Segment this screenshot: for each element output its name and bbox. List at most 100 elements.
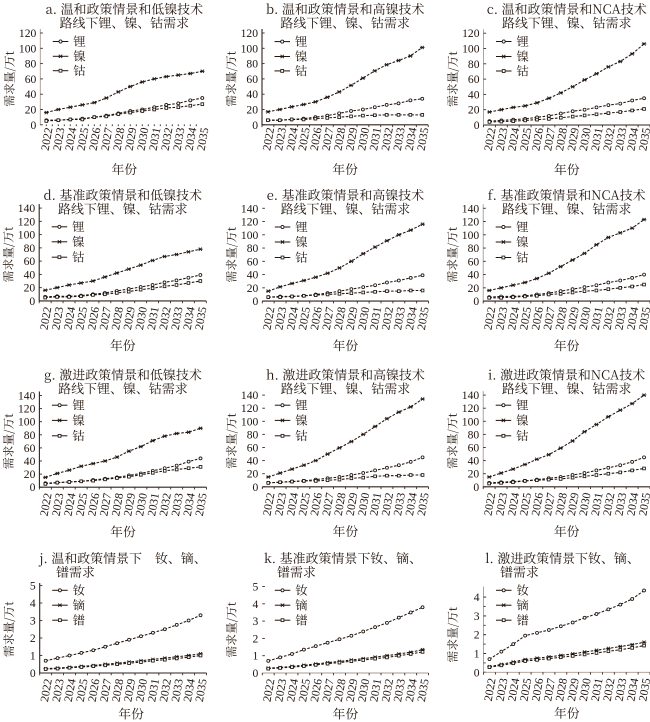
svg-text:2033: 2033 xyxy=(613,127,630,152)
svg-text:2023: 2023 xyxy=(272,306,289,331)
svg-text:2022: 2022 xyxy=(482,677,499,702)
svg-text:2032: 2032 xyxy=(157,678,174,703)
svg-text:2035: 2035 xyxy=(193,306,210,331)
svg-text:2025: 2025 xyxy=(74,492,91,517)
svg-text:2024: 2024 xyxy=(284,126,301,151)
svg-text:2034: 2034 xyxy=(181,492,198,517)
svg-text:2027: 2027 xyxy=(320,126,337,151)
svg-text:80: 80 xyxy=(247,242,259,255)
svg-text:2030: 2030 xyxy=(135,126,152,151)
svg-text:2023: 2023 xyxy=(494,677,511,702)
svg-text:60: 60 xyxy=(468,255,480,268)
svg-text:120: 120 xyxy=(18,403,36,416)
svg-text:2028: 2028 xyxy=(109,678,126,703)
svg-text:2029: 2029 xyxy=(565,306,582,331)
svg-text:2022: 2022 xyxy=(261,491,278,516)
svg-text:2030: 2030 xyxy=(577,306,594,331)
svg-text:2026: 2026 xyxy=(85,306,102,331)
svg-text:40: 40 xyxy=(24,268,36,281)
svg-text:20: 20 xyxy=(468,104,480,117)
svg-text:2026: 2026 xyxy=(529,491,546,516)
svg-text:2034: 2034 xyxy=(181,678,198,703)
svg-text:0: 0 xyxy=(253,295,259,308)
svg-text:2028: 2028 xyxy=(332,306,349,331)
svg-text:100: 100 xyxy=(18,416,36,429)
svg-text:40: 40 xyxy=(247,455,259,468)
svg-text:2022: 2022 xyxy=(38,492,55,517)
svg-text:2033: 2033 xyxy=(613,491,630,516)
svg-text:2035: 2035 xyxy=(415,126,432,151)
svg-text:2034: 2034 xyxy=(181,306,198,331)
svg-text:60: 60 xyxy=(468,73,480,86)
svg-text:100: 100 xyxy=(241,42,259,55)
svg-text:2030: 2030 xyxy=(577,677,594,702)
svg-text:140: 140 xyxy=(241,389,259,402)
svg-text:2: 2 xyxy=(474,629,480,642)
svg-text:2026: 2026 xyxy=(86,678,103,703)
svg-text:2024: 2024 xyxy=(63,126,80,151)
svg-text:2028: 2028 xyxy=(332,491,349,516)
svg-text:2022: 2022 xyxy=(481,491,498,516)
svg-text:2028: 2028 xyxy=(109,492,126,517)
svg-text:2035: 2035 xyxy=(636,306,650,331)
svg-text:100: 100 xyxy=(19,42,37,55)
svg-text:2025: 2025 xyxy=(75,126,92,151)
svg-text:1: 1 xyxy=(253,650,259,663)
svg-text:100: 100 xyxy=(462,229,480,242)
svg-text:2034: 2034 xyxy=(403,491,420,516)
svg-text:2024: 2024 xyxy=(62,678,79,703)
svg-text:140: 140 xyxy=(241,202,259,215)
svg-text:2023: 2023 xyxy=(272,678,289,703)
svg-text:2035: 2035 xyxy=(636,491,650,516)
svg-text:2027: 2027 xyxy=(97,306,114,331)
svg-text:2027: 2027 xyxy=(320,491,337,516)
svg-text:2027: 2027 xyxy=(320,306,337,331)
svg-text:2030: 2030 xyxy=(133,678,150,703)
svg-text:0: 0 xyxy=(252,119,258,132)
svg-text:4: 4 xyxy=(474,591,480,604)
svg-text:140: 140 xyxy=(462,389,480,402)
svg-text:3: 3 xyxy=(30,615,36,628)
svg-text:2034: 2034 xyxy=(624,127,641,152)
svg-text:2026: 2026 xyxy=(529,677,546,702)
svg-text:140: 140 xyxy=(18,202,36,215)
svg-text:2025: 2025 xyxy=(517,677,534,702)
svg-text:2031: 2031 xyxy=(589,677,606,702)
svg-text:0: 0 xyxy=(473,295,479,308)
svg-text:2025: 2025 xyxy=(517,491,534,516)
svg-text:2024: 2024 xyxy=(61,306,78,331)
svg-text:2035: 2035 xyxy=(193,678,210,703)
svg-text:100: 100 xyxy=(462,43,480,56)
svg-text:2028: 2028 xyxy=(109,306,126,331)
svg-text:2031: 2031 xyxy=(145,306,162,331)
svg-text:20: 20 xyxy=(24,468,36,481)
svg-text:2022: 2022 xyxy=(260,126,277,151)
svg-text:2025: 2025 xyxy=(73,306,90,331)
svg-text:40: 40 xyxy=(468,88,480,101)
svg-text:5: 5 xyxy=(30,580,36,593)
svg-text:20: 20 xyxy=(246,104,258,117)
svg-text:2033: 2033 xyxy=(169,492,186,517)
svg-text:2031: 2031 xyxy=(589,127,606,152)
svg-text:120: 120 xyxy=(241,27,259,40)
svg-text:2030: 2030 xyxy=(133,492,150,517)
svg-text:0: 0 xyxy=(474,666,480,679)
svg-text:2025: 2025 xyxy=(296,678,313,703)
svg-text:2030: 2030 xyxy=(355,126,372,151)
svg-text:2031: 2031 xyxy=(367,491,384,516)
svg-text:20: 20 xyxy=(247,282,259,295)
svg-text:2022: 2022 xyxy=(261,306,278,331)
svg-text:2034: 2034 xyxy=(403,306,420,331)
svg-text:80: 80 xyxy=(24,429,36,442)
svg-text:80: 80 xyxy=(24,242,36,255)
svg-text:2031: 2031 xyxy=(589,491,606,516)
svg-text:2030: 2030 xyxy=(356,491,373,516)
svg-text:2031: 2031 xyxy=(367,678,384,703)
svg-text:2023: 2023 xyxy=(50,492,67,517)
svg-text:2022: 2022 xyxy=(39,126,56,151)
svg-text:2023: 2023 xyxy=(50,678,67,703)
svg-text:0: 0 xyxy=(30,667,36,680)
svg-text:0: 0 xyxy=(29,295,35,308)
svg-text:40: 40 xyxy=(24,455,36,468)
svg-text:2034: 2034 xyxy=(403,126,420,151)
